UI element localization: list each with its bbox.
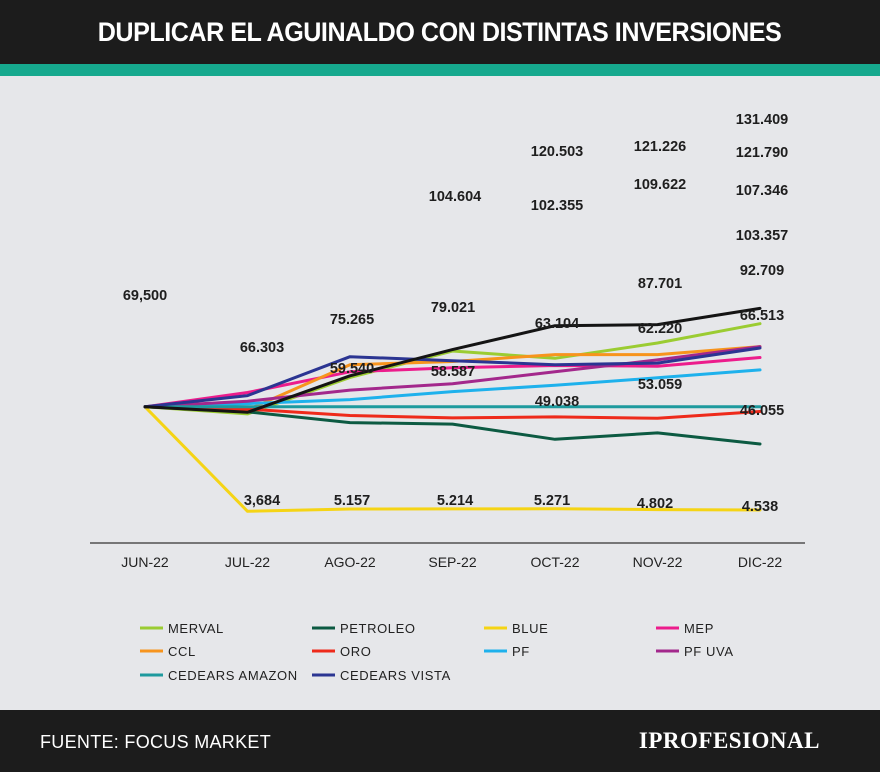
data-label-dic-22-22: 121.790 <box>736 145 788 161</box>
legend-label-pf: PF <box>512 644 530 659</box>
data-label-sep-22-7: 79.021 <box>431 300 475 316</box>
x-tick-dic-22: DIC-22 <box>738 554 783 570</box>
x-tick-oct-22: OCT-22 <box>530 554 579 570</box>
data-label-ago-22-4: 59.540 <box>330 361 374 377</box>
source-note: FUENTE: FOCUS MARKET <box>40 732 272 752</box>
series-line-oro <box>143 405 762 420</box>
data-label-nov-22-15: 121.226 <box>634 139 686 155</box>
data-label-ago-22-5: 5.157 <box>334 493 370 509</box>
x-tick-ago-22: AGO-22 <box>324 554 376 570</box>
data-label-dic-22-24: 103.357 <box>736 228 788 244</box>
data-label-nov-22-17: 87.701 <box>638 276 682 292</box>
legend-label-cedears-vista: CEDEARS VISTA <box>340 668 451 683</box>
series-line-cedears-vista <box>143 346 762 409</box>
accent-stripe <box>0 64 880 76</box>
series-line-total <box>143 306 762 414</box>
data-label-jul-22-2: 3,684 <box>244 493 280 509</box>
brand-logo: IPROFESIONAL <box>638 728 820 753</box>
legend-item-pf: PF <box>484 644 530 659</box>
title-bar: DUPLICAR EL AGUINALDO CON DISTINTAS INVE… <box>0 0 880 64</box>
page-title: DUPLICAR EL AGUINALDO CON DISTINTAS INVE… <box>98 16 782 47</box>
x-tick-jun-22: JUN-22 <box>121 554 169 570</box>
x-tick-nov-22: NOV-22 <box>633 554 683 570</box>
data-label-jul-22-1: 66.303 <box>240 340 284 356</box>
footer: FUENTE: FOCUS MARKET IPROFESIONAL <box>0 710 880 772</box>
legend: MERVAL PETROLEO BLUE MEP CCL ORO PF PF UVA CEDEA… <box>140 621 734 683</box>
legend-item-oro: ORO <box>312 644 371 659</box>
series-line-blue <box>143 405 762 513</box>
legend-item-merval: MERVAL <box>140 621 224 636</box>
data-label-sep-22-9: 5.214 <box>437 493 473 509</box>
legend-label-blue: BLUE <box>512 621 548 636</box>
legend-label-pf-uva: PF UVA <box>684 644 734 659</box>
x-tick-sep-22: SEP-22 <box>428 554 476 570</box>
data-label-jun-22-0: 69,500 <box>123 288 167 304</box>
legend-label-petroleo: PETROLEO <box>340 621 416 636</box>
data-label-dic-22-25: 92.709 <box>740 263 784 279</box>
data-label-dic-22-23: 107.346 <box>736 183 788 199</box>
legend-label-oro: ORO <box>340 644 371 659</box>
data-label-dic-22-27: 46.055 <box>740 403 784 419</box>
legend-label-cedears-amazon: CEDEARS AMAZON <box>168 668 298 683</box>
data-label-nov-22-19: 53.059 <box>638 377 682 393</box>
data-label-nov-22-18: 62.220 <box>638 321 682 337</box>
data-label-ago-22-3: 75.265 <box>330 312 374 328</box>
data-label-dic-22-26: 66.513 <box>740 308 784 324</box>
data-label-oct-22-12: 63.104 <box>535 316 579 332</box>
series-line-mep <box>143 356 762 409</box>
legend-item-cedears-amazon: CEDEARS AMAZON <box>140 668 298 683</box>
legend-item-blue: BLUE <box>484 621 548 636</box>
data-label-nov-22-20: 4.802 <box>637 496 673 512</box>
data-label-oct-22-11: 102.355 <box>531 198 583 214</box>
data-label-sep-22-6: 104.604 <box>429 189 481 205</box>
data-label-sep-22-8: 58.587 <box>431 364 475 380</box>
x-axis: JUN-22 JUL-22 AGO-22 SEP-22 OCT-22 NOV-22 DIC-… <box>90 542 805 570</box>
legend-item-pf-uva: PF UVA <box>656 644 734 659</box>
legend-label-merval: MERVAL <box>168 621 224 636</box>
legend-label-mep: MEP <box>684 621 714 636</box>
series-lines <box>143 306 762 513</box>
data-label-dic-22-21: 131.409 <box>736 112 788 128</box>
data-label-dic-22-28: 4.538 <box>742 499 778 515</box>
x-tick-jul-22: JUL-22 <box>225 554 270 570</box>
data-label-oct-22-13: 49.038 <box>535 394 579 410</box>
data-label-nov-22-16: 109.622 <box>634 177 686 193</box>
legend-item-cedears-vista: CEDEARS VISTA <box>312 668 451 683</box>
series-line-pf-uva <box>143 345 762 409</box>
legend-label-ccl: CCL <box>168 644 196 659</box>
data-label-oct-22-14: 5.271 <box>534 493 570 509</box>
legend-item-petroleo: PETROLEO <box>312 621 416 636</box>
data-label-oct-22-10: 120.503 <box>531 144 583 160</box>
data-labels: 69,500 66.303 3,684 75.265 59.540 5.157 104.60… <box>123 112 788 515</box>
series-line-pf <box>143 368 762 409</box>
legend-item-mep: MEP <box>656 621 714 636</box>
legend-item-ccl: CCL <box>140 644 196 659</box>
